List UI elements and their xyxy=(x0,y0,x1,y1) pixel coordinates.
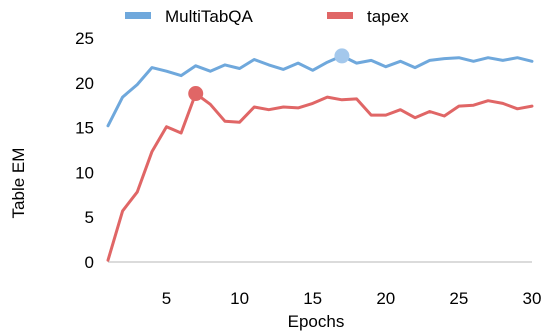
series-line-1 xyxy=(106,54,534,128)
x-tick-label: 15 xyxy=(303,289,322,308)
x-tick-label: 30 xyxy=(523,289,542,308)
series-line-2 xyxy=(106,92,534,262)
y-tick-label: 25 xyxy=(75,29,94,48)
highlight-point-1 xyxy=(334,48,350,64)
y-tick-label: 15 xyxy=(75,119,94,138)
x-tick-label: 5 xyxy=(162,289,171,308)
x-axis: 5 10 15 20 25 30 xyxy=(108,261,542,308)
x-axis-title: Epochs xyxy=(288,312,345,331)
plot-area xyxy=(106,48,534,262)
x-tick-label: 20 xyxy=(376,289,395,308)
y-tick-label: 0 xyxy=(85,253,94,272)
x-tick-label: 25 xyxy=(449,289,468,308)
y-tick-label: 20 xyxy=(75,74,94,93)
legend-label-2: tapex xyxy=(367,7,409,26)
y-tick-label: 10 xyxy=(75,163,94,182)
y-tick-label: 5 xyxy=(85,208,94,227)
y-axis: 0 5 10 15 20 25 xyxy=(75,29,94,272)
legend-label-1: MultiTabQA xyxy=(165,7,254,26)
legend: MultiTabQA tapex xyxy=(125,7,409,26)
legend-swatch-2 xyxy=(327,12,353,19)
x-tick-label: 10 xyxy=(230,289,249,308)
y-axis-title: Table EM xyxy=(9,148,28,219)
legend-swatch-1 xyxy=(125,12,151,19)
highlight-point-2 xyxy=(188,86,204,102)
